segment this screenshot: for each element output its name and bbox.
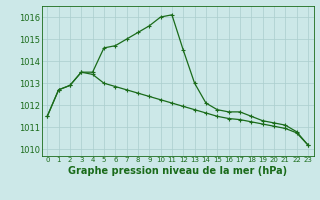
X-axis label: Graphe pression niveau de la mer (hPa): Graphe pression niveau de la mer (hPa) (68, 166, 287, 176)
